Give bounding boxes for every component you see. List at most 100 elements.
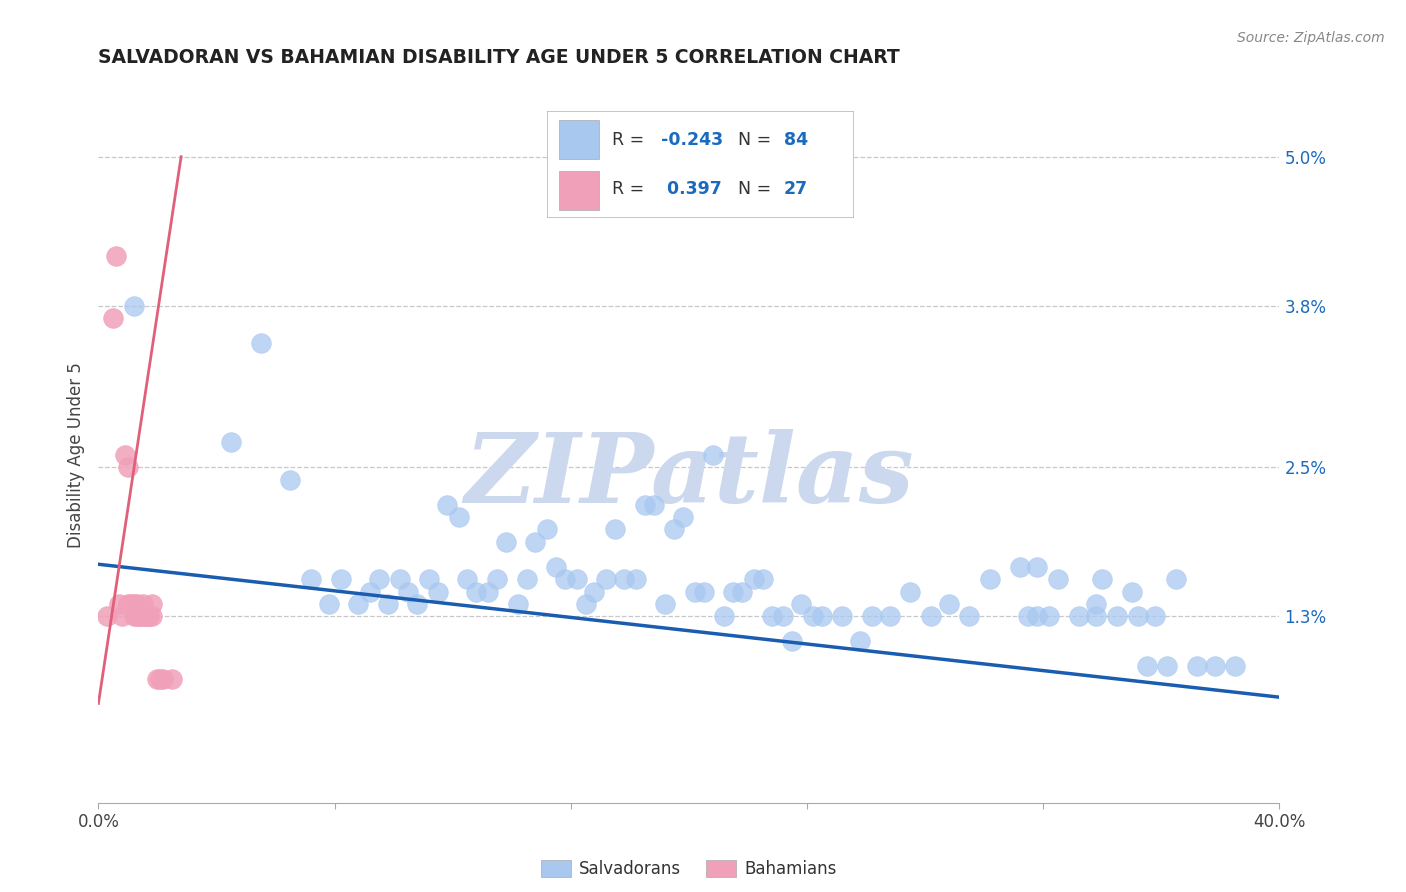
- Point: [347, 597, 370, 611]
- Point: [456, 572, 478, 586]
- Point: [128, 609, 150, 624]
- Point: [613, 572, 636, 586]
- Text: Source: ZipAtlas.com: Source: ZipAtlas.com: [1237, 31, 1385, 45]
- Text: R =: R =: [612, 180, 650, 198]
- Point: [831, 609, 853, 624]
- Point: [633, 498, 655, 512]
- Point: [117, 597, 139, 611]
- Point: [318, 597, 340, 611]
- Point: [938, 597, 960, 611]
- Point: [742, 572, 765, 586]
- Point: [515, 572, 537, 586]
- Point: [329, 572, 352, 586]
- Point: [920, 609, 942, 624]
- Point: [138, 609, 160, 624]
- Point: [683, 584, 706, 599]
- Point: [506, 597, 529, 611]
- Point: [359, 584, 381, 599]
- Point: [427, 584, 450, 599]
- Point: [122, 597, 145, 611]
- Point: [114, 448, 136, 462]
- Point: [860, 609, 883, 624]
- Point: [1017, 609, 1039, 624]
- Point: [122, 299, 145, 313]
- Point: [544, 559, 567, 574]
- Point: [146, 672, 169, 686]
- Point: [1085, 609, 1108, 624]
- Point: [117, 460, 139, 475]
- Point: [1121, 584, 1143, 599]
- Y-axis label: Disability Age Under 5: Disability Age Under 5: [66, 362, 84, 548]
- Point: [624, 572, 647, 586]
- Point: [396, 584, 419, 599]
- Point: [486, 572, 509, 586]
- Point: [135, 609, 157, 624]
- Point: [406, 597, 429, 611]
- Text: SALVADORAN VS BAHAMIAN DISABILITY AGE UNDER 5 CORRELATION CHART: SALVADORAN VS BAHAMIAN DISABILITY AGE UN…: [98, 48, 900, 67]
- Point: [605, 523, 627, 537]
- FancyBboxPatch shape: [560, 171, 599, 210]
- Point: [554, 572, 576, 586]
- Point: [643, 498, 665, 512]
- Point: [1091, 572, 1114, 586]
- Point: [721, 584, 744, 599]
- Point: [377, 597, 399, 611]
- Point: [122, 609, 145, 624]
- Point: [132, 609, 155, 624]
- Point: [1026, 609, 1049, 624]
- Point: [849, 634, 872, 648]
- Point: [1156, 659, 1178, 673]
- Point: [1164, 572, 1187, 586]
- Point: [141, 609, 163, 624]
- Point: [1126, 609, 1149, 624]
- Point: [128, 609, 150, 624]
- Point: [108, 597, 131, 611]
- Point: [702, 448, 724, 462]
- Point: [772, 609, 794, 624]
- Point: [664, 523, 686, 537]
- Point: [477, 584, 499, 599]
- Point: [900, 584, 922, 599]
- Point: [162, 672, 183, 686]
- Point: [595, 572, 617, 586]
- Point: [1185, 659, 1208, 673]
- Point: [149, 672, 172, 686]
- Point: [436, 498, 458, 512]
- Legend: Salvadorans, Bahamians: Salvadorans, Bahamians: [534, 854, 844, 885]
- Point: [132, 597, 155, 611]
- Point: [524, 534, 547, 549]
- Point: [141, 597, 163, 611]
- Point: [790, 597, 813, 611]
- Point: [1067, 609, 1090, 624]
- Text: 27: 27: [783, 180, 808, 198]
- Point: [751, 572, 773, 586]
- Point: [959, 609, 981, 624]
- Point: [278, 473, 302, 487]
- Point: [713, 609, 735, 624]
- Text: N =: N =: [738, 130, 776, 149]
- Point: [135, 609, 157, 624]
- Point: [495, 534, 517, 549]
- Point: [1026, 559, 1049, 574]
- Point: [801, 609, 824, 624]
- Point: [1046, 572, 1069, 586]
- Point: [447, 510, 470, 524]
- Point: [565, 572, 588, 586]
- Point: [1204, 659, 1226, 673]
- Point: [672, 510, 695, 524]
- Text: 84: 84: [783, 130, 808, 149]
- Point: [250, 336, 273, 351]
- Point: [979, 572, 1001, 586]
- Point: [125, 597, 148, 611]
- Text: N =: N =: [738, 180, 776, 198]
- Point: [761, 609, 783, 624]
- Point: [693, 584, 716, 599]
- Point: [96, 609, 118, 624]
- Point: [1085, 597, 1108, 611]
- Text: 0.397: 0.397: [661, 180, 721, 198]
- Point: [1105, 609, 1128, 624]
- Point: [219, 435, 242, 450]
- Point: [103, 311, 125, 326]
- Point: [1223, 659, 1246, 673]
- Point: [574, 597, 596, 611]
